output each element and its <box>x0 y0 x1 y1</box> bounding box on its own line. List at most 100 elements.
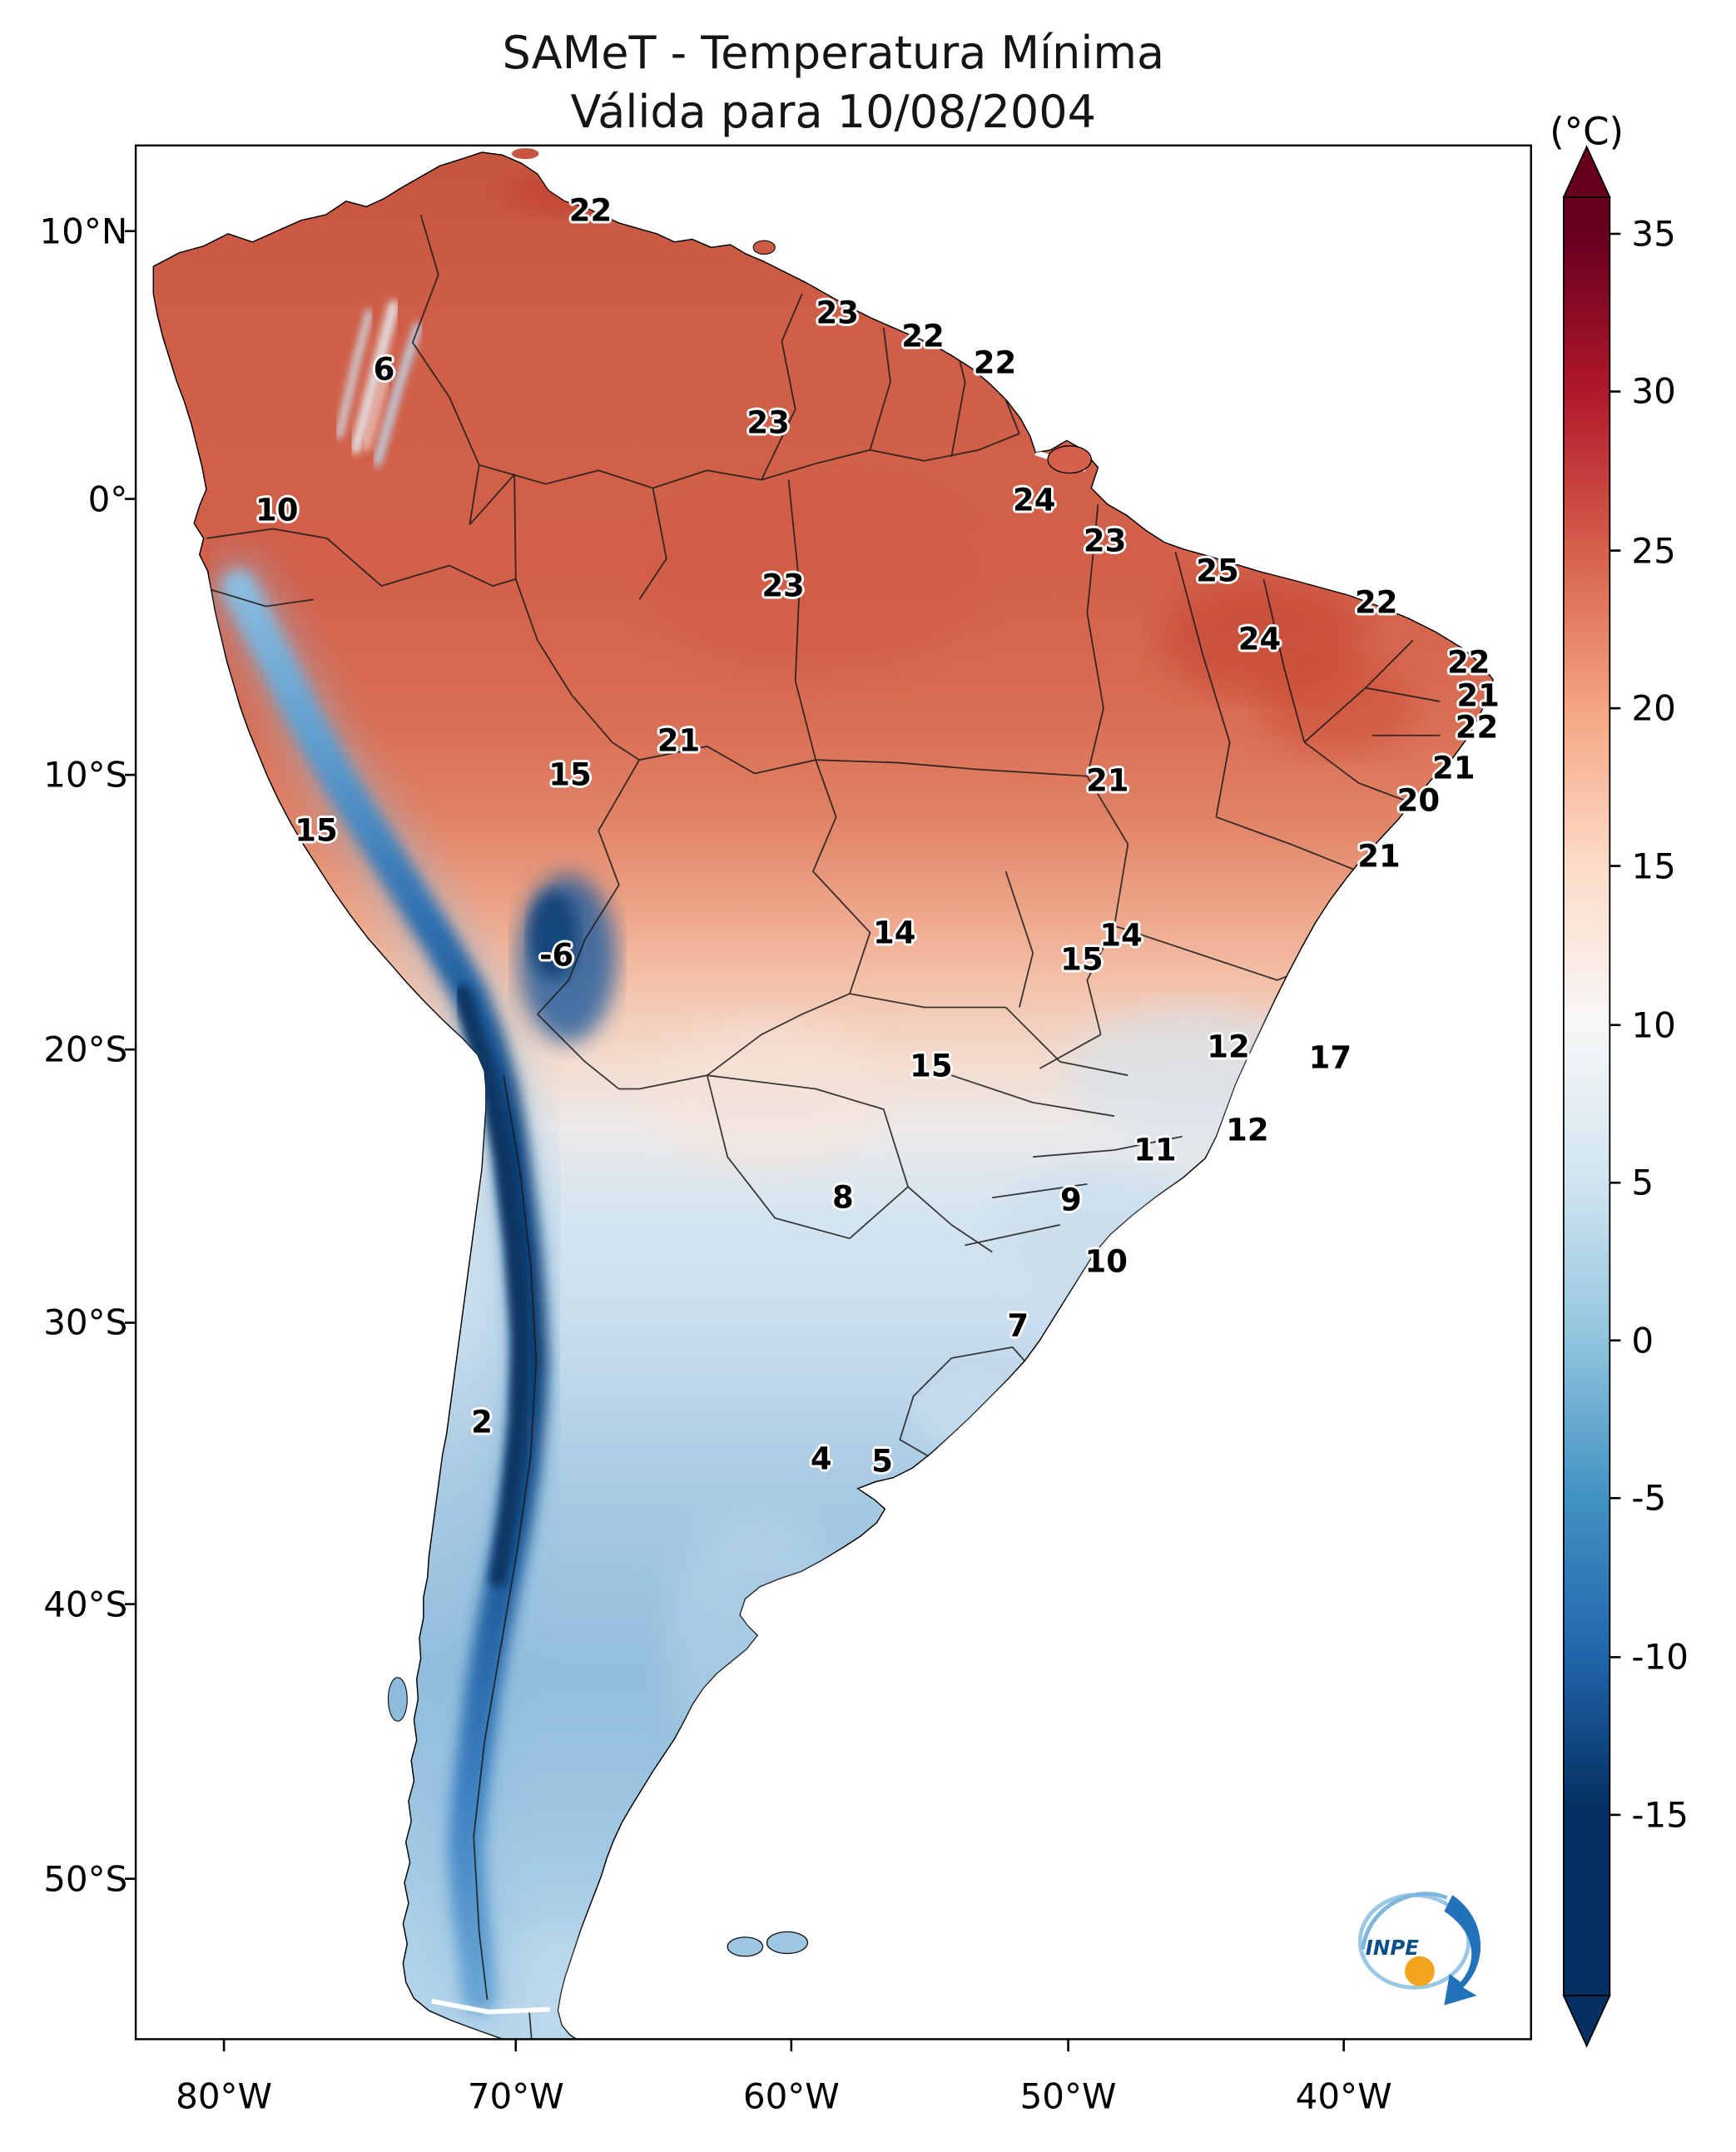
border-line <box>1365 687 1441 702</box>
title-line-1: SAMeT - Temperatura Mínima <box>502 27 1165 79</box>
border-line <box>528 2011 533 2040</box>
border-line <box>1004 1006 1128 1077</box>
southeast-brazil-cool-patch <box>1065 1005 1324 1143</box>
paraguay-pale-patch <box>651 1019 883 1169</box>
country-and-state-borders <box>197 214 1441 2040</box>
temperature-label: 23 <box>816 295 860 331</box>
colorbar-tick-label: 10 <box>1631 1004 1676 1046</box>
colorbar-tick-label: -15 <box>1631 1794 1689 1836</box>
temperature-label: 21 <box>1432 750 1476 786</box>
border-line <box>849 993 1006 1009</box>
lat-tick-label: 30°S <box>43 1302 128 1343</box>
amazon-warm-patch <box>651 489 978 680</box>
lon-tick-label: 40°W <box>1295 2075 1392 2117</box>
falkland-island-east <box>766 1931 809 1955</box>
lon-tick-marks <box>222 2039 1345 2052</box>
lat-tick-label: 10°N <box>39 211 128 252</box>
colorbar-tick-label: 20 <box>1631 687 1676 729</box>
border-line <box>618 1034 762 1090</box>
border-line <box>1002 392 1020 434</box>
border-line <box>1262 578 1306 743</box>
temperature-label: 15 <box>295 812 338 849</box>
border-line <box>1174 552 1231 817</box>
temperature-label: 4 <box>810 1440 832 1477</box>
lat-tick-label: 50°S <box>43 1858 128 1900</box>
border-line <box>639 745 871 1035</box>
border-line <box>197 585 314 607</box>
uruguay-cool-patch <box>909 1372 1032 1455</box>
patagonia-light-patch <box>665 1509 856 1782</box>
temperature-label: 22 <box>973 345 1017 381</box>
temperature-label: 10 <box>1084 1243 1128 1280</box>
border-line <box>761 293 803 481</box>
temperature-label: 15 <box>910 1048 953 1084</box>
temperature-label: 15 <box>548 756 592 793</box>
colorbar-tick-marks <box>1610 232 1621 1817</box>
temperature-label: 24 <box>1013 482 1056 518</box>
border-line <box>787 479 817 761</box>
inpe-logo: INPE <box>1357 1892 1481 2006</box>
temperature-label: 11 <box>1133 1132 1177 1168</box>
andes-range <box>221 569 548 2014</box>
border-line <box>537 1014 620 1090</box>
lat-tick-label: 20°S <box>43 1029 128 1070</box>
caribbean-islet <box>511 148 539 160</box>
marajo-island <box>1047 445 1092 474</box>
temperature-label: 21 <box>657 722 701 759</box>
northeast-brazil-hot-patch-2 <box>1262 659 1412 755</box>
temperature-label: 22 <box>568 192 613 229</box>
colorbar-tick-label: -10 <box>1631 1636 1689 1678</box>
temperature-label: 22 <box>1446 644 1490 681</box>
border-line <box>1086 776 1129 926</box>
temperature-label: 21 <box>1456 677 1500 714</box>
colorbar-tick-label: 35 <box>1631 213 1676 255</box>
border-line <box>537 759 640 1015</box>
altiplano-core <box>529 891 578 979</box>
lat-tick-marks <box>125 230 136 1880</box>
temperature-label: -6 <box>539 937 574 974</box>
colorbar-top-arrow <box>1562 145 1611 198</box>
colorbar-tick-label: 15 <box>1631 845 1676 887</box>
colorbar-bottom-arrow <box>1562 1995 1611 2048</box>
border-line <box>1086 925 1115 1035</box>
page-title: SAMeT - Temperatura Mínima Válida para 1… <box>502 23 1164 142</box>
temperature-label: 22 <box>1455 709 1499 746</box>
border-line <box>950 355 966 458</box>
temperature-label: 23 <box>761 568 805 604</box>
title-line-2: Válida para 10/08/2004 <box>570 86 1096 139</box>
colorbar-gradient-bar <box>1562 196 1611 1997</box>
temperature-label: 23 <box>1083 523 1127 559</box>
axis-tick-marks <box>125 230 1621 2052</box>
logo-text: INPE <box>1366 1936 1419 1960</box>
border-line <box>514 578 640 761</box>
colombia-andes-streak-2 <box>373 322 423 467</box>
colombia-andes-streak-1 <box>350 300 399 454</box>
colorbar-tick-label: 5 <box>1631 1162 1654 1203</box>
border-line <box>992 1183 1088 1199</box>
andes-core-cold <box>454 984 530 1588</box>
lon-tick-label: 70°W <box>467 2075 564 2117</box>
border-line <box>816 759 1088 777</box>
border-line <box>1086 503 1104 776</box>
temperature-label: 2 <box>471 1404 493 1440</box>
temperature-label: 21 <box>1357 838 1401 875</box>
border-line <box>411 214 480 525</box>
colorbar-tick-label: 0 <box>1631 1320 1654 1361</box>
border-line <box>1039 1034 1102 1069</box>
lon-tick-label: 50°W <box>1019 2075 1117 2117</box>
border-line <box>1033 1135 1183 1158</box>
temperature-label: 23 <box>746 404 790 441</box>
border-line <box>965 1224 1060 1247</box>
temperature-label: 14 <box>873 915 916 951</box>
temperature-label: 17 <box>1308 1039 1352 1076</box>
strait-of-magellan <box>431 1998 550 2015</box>
temperature-label: 9 <box>1059 1182 1082 1218</box>
temperature-label: 12 <box>1226 1112 1269 1148</box>
colorbar-tick-label: 25 <box>1631 530 1676 572</box>
border-line <box>869 327 891 450</box>
chiloe-island <box>387 1677 408 1722</box>
temperature-label: 14 <box>1099 917 1143 954</box>
colorbar <box>1562 145 1611 2048</box>
